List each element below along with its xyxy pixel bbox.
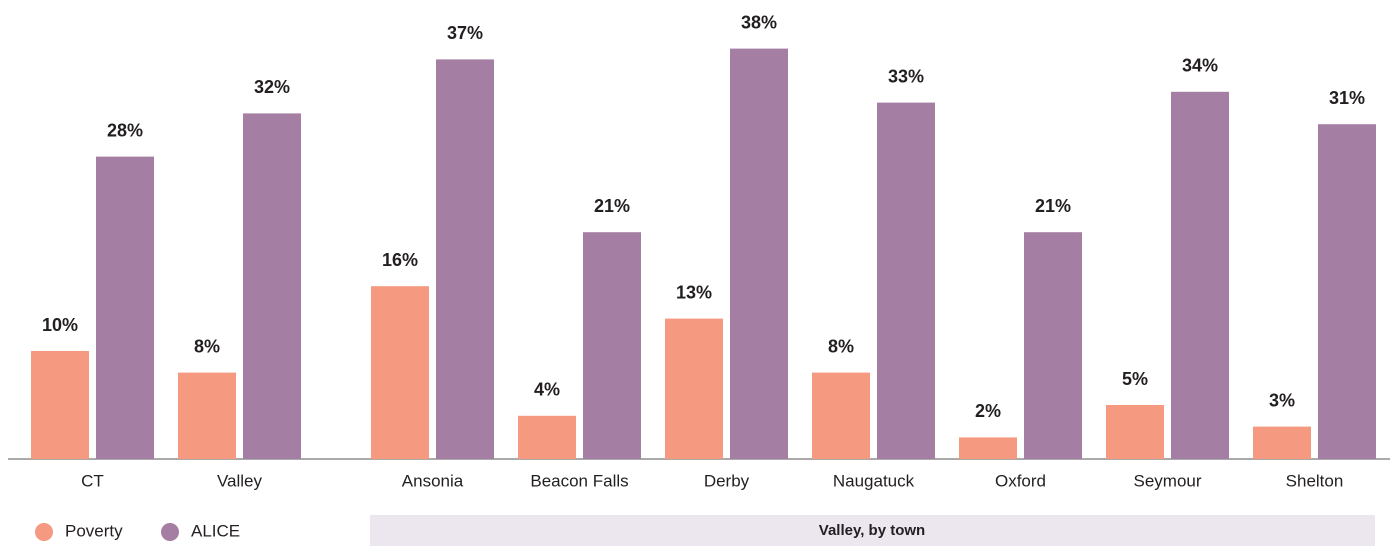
legend-label: Poverty <box>65 521 123 540</box>
group-band <box>370 515 1375 546</box>
bar <box>1318 124 1376 459</box>
value-label: 4% <box>534 380 560 400</box>
value-label: 13% <box>676 282 712 302</box>
bar <box>243 113 301 460</box>
x-tick-label: Naugatuck <box>833 471 915 490</box>
bar <box>583 232 641 459</box>
bar <box>31 351 89 459</box>
value-label: 31% <box>1329 88 1365 108</box>
bar <box>178 372 236 459</box>
value-label: 38% <box>741 12 777 32</box>
x-tick-label: Beacon Falls <box>530 471 628 490</box>
legend-label: ALICE <box>191 521 240 540</box>
value-label: 32% <box>254 77 290 97</box>
x-tick-label: Valley <box>217 471 263 490</box>
value-label: 21% <box>1035 196 1071 216</box>
legend-swatch <box>35 523 53 541</box>
bar <box>665 318 723 459</box>
value-label: 5% <box>1122 369 1148 389</box>
bar <box>959 437 1017 459</box>
x-tick-label: Shelton <box>1286 471 1344 490</box>
bar <box>1106 405 1164 459</box>
x-tick-label: CT <box>81 471 104 490</box>
bar <box>877 102 935 459</box>
value-label: 8% <box>828 336 854 356</box>
value-label: 3% <box>1269 390 1295 410</box>
x-tick-label: Ansonia <box>402 471 464 490</box>
bar <box>1171 91 1229 460</box>
value-label: 33% <box>888 66 924 86</box>
x-tick-label: Oxford <box>995 471 1046 490</box>
value-label: 10% <box>42 315 78 335</box>
bar <box>812 372 870 459</box>
value-label: 2% <box>975 401 1001 421</box>
value-label: 16% <box>382 250 418 270</box>
value-label: 28% <box>107 120 143 140</box>
value-label: 21% <box>594 196 630 216</box>
bar <box>96 156 154 459</box>
bar <box>518 415 576 459</box>
value-label: 37% <box>447 23 483 43</box>
group-label: Valley, by town <box>819 522 925 539</box>
bar <box>730 48 788 459</box>
value-label: 34% <box>1182 56 1218 76</box>
x-tick-label: Derby <box>704 471 750 490</box>
x-tick-label: Seymour <box>1133 471 1201 490</box>
bar <box>436 59 494 460</box>
legend-swatch <box>161 523 179 541</box>
bar <box>1024 232 1082 459</box>
bar <box>371 286 429 459</box>
value-label: 8% <box>194 336 220 356</box>
bar <box>1253 426 1311 459</box>
